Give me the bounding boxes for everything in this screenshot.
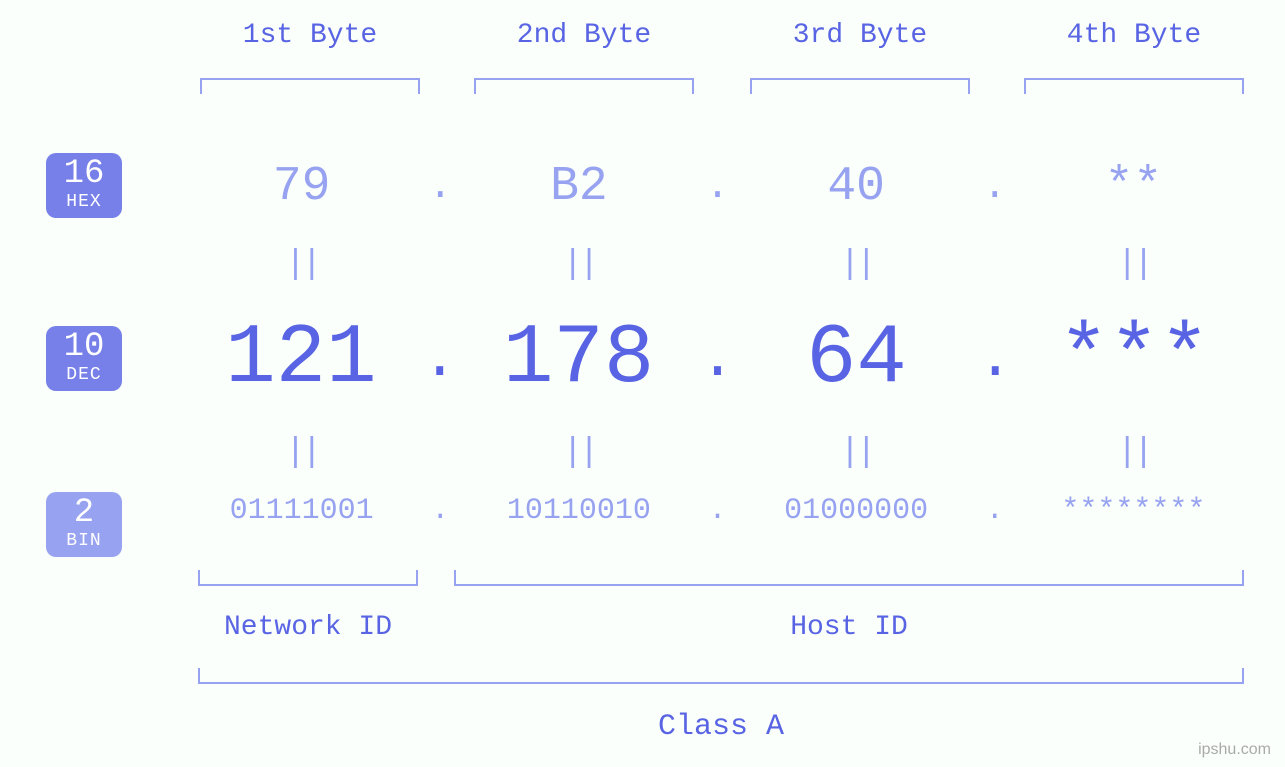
top-bracket-2 [474, 78, 694, 94]
network-id-label: Network ID [198, 612, 418, 643]
bin-dot-2: . [701, 494, 735, 528]
byte-label-3: 3rd Byte [740, 20, 980, 51]
dec-dot-3: . [977, 326, 1013, 394]
badge-dec: 10 DEC [46, 326, 122, 391]
host-id-bracket [454, 570, 1244, 586]
bin-dot-1: . [423, 494, 457, 528]
top-bracket-1 [200, 78, 420, 94]
badge-hex-number: 16 [64, 157, 105, 193]
dec-dot-1: . [422, 326, 458, 394]
badge-hex-name: HEX [66, 193, 101, 212]
eq1-3: || [735, 246, 978, 284]
hex-byte-1: 79 [180, 160, 423, 214]
dec-dot-2: . [699, 326, 735, 394]
eq1-1: || [180, 246, 423, 284]
dec-byte-1: 121 [180, 312, 422, 407]
badge-dec-number: 10 [64, 330, 105, 366]
dec-row: 121 . 178 . 64 . *** [180, 312, 1255, 407]
badge-bin-number: 2 [74, 496, 94, 532]
hex-byte-4: ** [1012, 160, 1255, 214]
eq2-1: || [180, 434, 423, 472]
badge-bin: 2 BIN [46, 492, 122, 557]
eq1-2: || [457, 246, 700, 284]
eq2-2: || [457, 434, 700, 472]
hex-byte-3: 40 [735, 160, 978, 214]
equals-row-1: || || || || [180, 246, 1255, 284]
hex-byte-2: B2 [457, 160, 700, 214]
eq1-4: || [1012, 246, 1255, 284]
equals-row-2: || || || || [180, 434, 1255, 472]
badge-hex: 16 HEX [46, 153, 122, 218]
network-id-bracket [198, 570, 418, 586]
watermark-text: ipshu.com [1198, 741, 1271, 759]
hex-row: 79 . B2 . 40 . ** [180, 160, 1255, 214]
ip-diagram: 1st Byte 2nd Byte 3rd Byte 4th Byte 16 H… [0, 0, 1285, 767]
hex-dot-1: . [423, 165, 457, 210]
bin-byte-1: 01111001 [180, 494, 423, 528]
byte-label-2: 2nd Byte [464, 20, 704, 51]
bin-row: 01111001 . 10110010 . 01000000 . *******… [180, 494, 1255, 528]
byte-label-1: 1st Byte [190, 20, 430, 51]
top-bracket-4 [1024, 78, 1244, 94]
eq2-3: || [735, 434, 978, 472]
top-bracket-3 [750, 78, 970, 94]
dec-byte-3: 64 [736, 312, 978, 407]
host-id-label: Host ID [454, 612, 1244, 643]
hex-dot-3: . [978, 165, 1012, 210]
hex-dot-2: . [701, 165, 735, 210]
dec-byte-4: *** [1013, 312, 1255, 407]
badge-dec-name: DEC [66, 366, 101, 385]
bin-byte-3: 01000000 [735, 494, 978, 528]
class-bracket [198, 668, 1244, 684]
bin-byte-4: ******** [1012, 494, 1255, 528]
eq2-4: || [1012, 434, 1255, 472]
badge-bin-name: BIN [66, 532, 101, 551]
bin-dot-3: . [978, 494, 1012, 528]
class-label: Class A [198, 710, 1244, 744]
bin-byte-2: 10110010 [457, 494, 700, 528]
byte-label-4: 4th Byte [1014, 20, 1254, 51]
dec-byte-2: 178 [458, 312, 700, 407]
